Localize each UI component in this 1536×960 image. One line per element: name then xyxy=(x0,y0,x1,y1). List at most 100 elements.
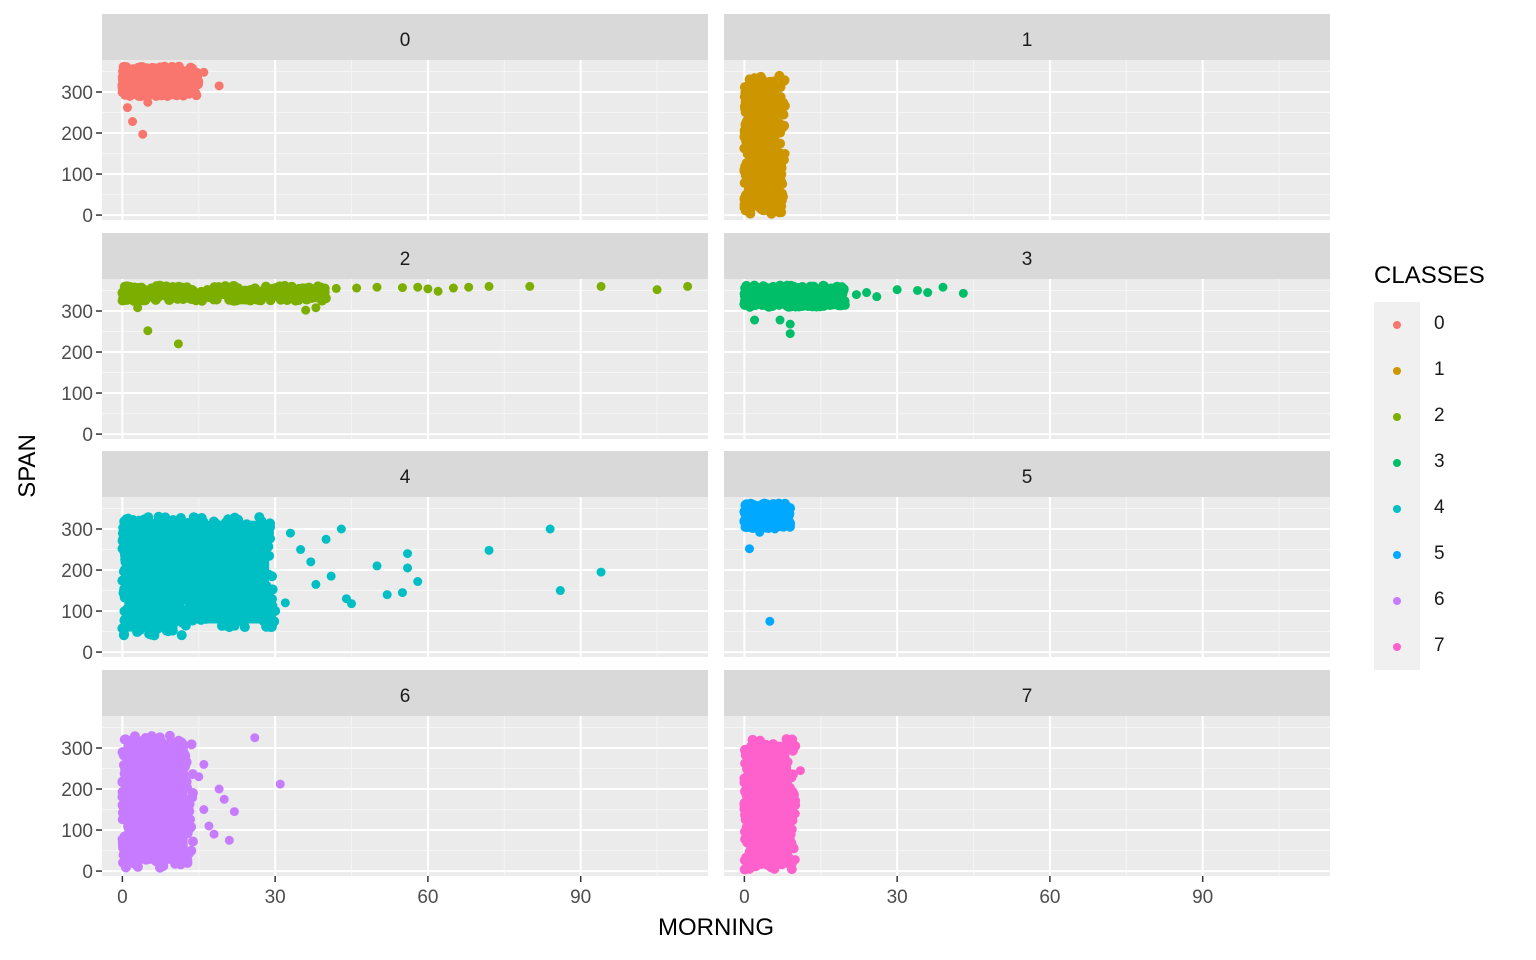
data-point xyxy=(173,339,183,349)
panel-background xyxy=(724,497,1330,657)
data-point xyxy=(150,294,161,305)
data-point-cloud xyxy=(185,520,270,624)
data-point xyxy=(311,303,321,313)
data-point xyxy=(778,76,789,87)
data-point-cloud xyxy=(746,507,785,525)
data-point xyxy=(285,528,295,538)
data-point xyxy=(276,281,287,292)
legend-dot-icon xyxy=(1393,459,1401,467)
facet-panel-7: 7 0 30 60 90 xyxy=(724,670,1330,908)
data-point xyxy=(837,285,848,296)
data-point xyxy=(765,616,775,626)
y-tick-label: 200 xyxy=(61,780,93,801)
data-point xyxy=(923,288,933,298)
y-tick-label: 0 xyxy=(82,862,93,883)
legend-item-4: 4 xyxy=(1374,486,1504,532)
data-point xyxy=(938,282,948,292)
data-point xyxy=(187,836,198,847)
x-axis-title: MORNING xyxy=(658,914,774,941)
data-point xyxy=(296,545,306,555)
legend-label: 2 xyxy=(1434,405,1445,426)
data-points xyxy=(117,280,693,349)
data-point xyxy=(652,285,662,295)
legend-item-2: 2 xyxy=(1374,394,1504,440)
data-point xyxy=(293,295,304,306)
legend-key xyxy=(1374,302,1420,348)
x-tick-label: 0 xyxy=(117,887,128,908)
legend-item-6: 6 xyxy=(1374,578,1504,624)
legend-dot-icon xyxy=(1393,597,1401,605)
data-point xyxy=(341,594,351,604)
y-tick-label: 300 xyxy=(61,739,93,760)
legend-label: 6 xyxy=(1434,589,1445,610)
data-point xyxy=(750,315,760,325)
data-point xyxy=(209,829,219,839)
legend-item-7: 7 xyxy=(1374,624,1504,670)
data-point xyxy=(755,527,765,537)
panel-background xyxy=(724,716,1330,876)
data-point xyxy=(785,833,795,843)
data-point-cloud xyxy=(746,79,780,210)
y-tick-label: 100 xyxy=(61,165,93,186)
data-point xyxy=(413,282,423,292)
legend-dot-icon xyxy=(1393,643,1401,651)
panel-background xyxy=(102,60,708,220)
data-point xyxy=(403,563,413,573)
legend-key xyxy=(1374,394,1420,440)
data-point xyxy=(787,769,798,780)
data-point xyxy=(780,149,790,159)
data-point xyxy=(372,561,382,571)
data-points xyxy=(739,70,790,219)
data-point xyxy=(153,511,164,522)
data-point xyxy=(397,588,407,598)
data-point xyxy=(316,295,327,306)
data-point xyxy=(128,117,138,127)
legend-dot-icon xyxy=(1393,413,1401,421)
data-point xyxy=(783,516,794,527)
x-tick-label: 30 xyxy=(265,887,286,908)
data-point xyxy=(555,586,565,596)
data-point xyxy=(143,326,153,336)
data-point xyxy=(484,281,494,291)
facet-strip-label: 0 xyxy=(400,30,411,51)
facet-strip xyxy=(724,670,1330,716)
data-point-cloud xyxy=(746,741,790,866)
data-point xyxy=(851,290,861,300)
y-tick-label: 300 xyxy=(61,83,93,104)
x-tick-label: 60 xyxy=(417,887,438,908)
data-points xyxy=(739,280,968,339)
facet-strip xyxy=(724,14,1330,60)
data-point xyxy=(326,571,336,581)
y-tick-label: 0 xyxy=(82,206,93,227)
legend-key xyxy=(1374,440,1420,486)
y-tick-label: 300 xyxy=(61,520,93,541)
data-point xyxy=(786,864,797,875)
data-point xyxy=(196,513,207,524)
data-point xyxy=(776,195,787,206)
legend-dot-icon xyxy=(1393,367,1401,375)
data-point xyxy=(403,549,413,559)
legend-label: 3 xyxy=(1434,451,1445,472)
data-point xyxy=(382,590,392,600)
data-points xyxy=(117,61,224,139)
legend-key xyxy=(1374,348,1420,394)
data-points xyxy=(117,511,606,641)
data-point xyxy=(892,285,902,295)
y-axis-title: SPAN xyxy=(14,434,41,498)
data-point xyxy=(448,283,458,293)
data-point xyxy=(146,731,157,742)
y-tick-label: 100 xyxy=(61,384,93,405)
legend-title: CLASSES xyxy=(1374,262,1485,289)
data-point-cloud xyxy=(124,520,178,632)
data-point xyxy=(229,807,239,817)
data-point xyxy=(775,315,785,325)
data-point xyxy=(321,534,331,544)
data-point-cloud xyxy=(124,70,193,93)
data-point xyxy=(464,282,474,292)
facet-strip xyxy=(102,233,708,279)
data-point xyxy=(122,103,132,113)
data-point xyxy=(199,805,209,815)
data-point xyxy=(275,779,285,789)
legend-key xyxy=(1374,624,1420,670)
data-point xyxy=(178,90,189,101)
